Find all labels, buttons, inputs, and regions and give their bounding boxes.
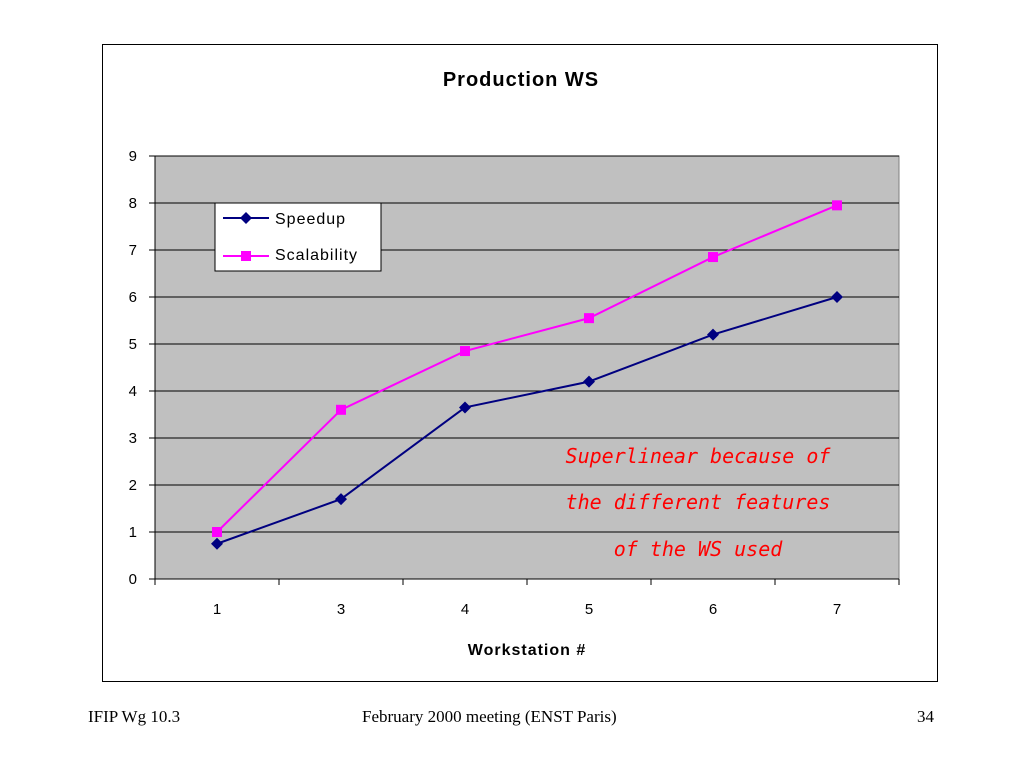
series-scalability-point-1: [212, 527, 222, 537]
series-scalability-point-4: [460, 346, 470, 357]
legend-scalability-label: Scalability: [275, 247, 358, 264]
legend-speedup-marker: [240, 212, 252, 224]
series-layer: [211, 200, 843, 550]
y-tick-label-3: 3: [129, 430, 137, 447]
series-scalability-point-3: [336, 404, 346, 415]
series-speedup-point-6: [707, 328, 719, 341]
x-tick-label-3: 3: [337, 601, 345, 618]
y-tick-label-2: 2: [129, 477, 137, 494]
footer-left: IFIP Wg 10.3: [88, 707, 181, 726]
annotation-line-1: Superlinear because of: [566, 444, 832, 468]
x-axis-title: Workstation #: [468, 642, 587, 659]
legend-speedup-label: Speedup: [275, 211, 346, 228]
gridlines: [155, 155, 899, 533]
y-tick-label-7: 7: [129, 242, 137, 259]
y-tick-label-1: 1: [129, 524, 137, 541]
x-tick-label-1: 1: [213, 601, 221, 618]
y-tick-labels: 0 1 2 3 4 5 6 7 8 9: [129, 148, 137, 588]
y-tick-label-6: 6: [129, 289, 137, 306]
series-speedup-point-5: [583, 375, 595, 388]
legend: Speedup Scalability: [214, 202, 382, 272]
x-tick-label-7: 7: [833, 601, 841, 618]
y-tick-label-5: 5: [129, 336, 137, 353]
legend-scalability-marker: [241, 251, 251, 261]
chart-title: Production WS: [443, 69, 599, 91]
series-scalability-point-7: [832, 200, 842, 211]
series-scalability-point-5: [584, 313, 594, 324]
series-speedup-line: [216, 296, 838, 545]
x-tick-label-6: 6: [709, 601, 717, 618]
chart-svg: Production WS 0 1 2 3 4 5 6 7 8 9 1 3 4 5 6 7 Workstat…: [129, 69, 900, 659]
y-tick-label-9: 9: [129, 148, 137, 165]
chart-frame: Production WS 0 1 2 3 4 5 6 7 8 9 1 3 4 5 6 7 Workstat…: [102, 44, 938, 682]
x-tick-labels: 1 3 4 5 6 7: [213, 601, 841, 618]
series-speedup-point-3: [335, 493, 347, 506]
y-tick-label-4: 4: [129, 383, 137, 400]
y-tick-label-8: 8: [129, 195, 137, 212]
y-tick-label-0: 0: [129, 571, 137, 588]
series-speedup-point-7: [831, 291, 843, 303]
annotation-line-3: of the WS used: [614, 537, 784, 561]
annotation-line-2: the different features: [566, 490, 831, 514]
series-scalability-point-6: [708, 252, 718, 263]
annotation: Superlinear because of the different fea…: [566, 444, 832, 561]
x-tick-label-4: 4: [461, 601, 469, 618]
axes: [149, 155, 900, 585]
series-speedup-point-4: [459, 401, 471, 414]
footer-center: February 2000 meeting (ENST Paris): [362, 707, 617, 726]
series-scalability-line: [216, 204, 838, 533]
footer-right: 34: [917, 707, 934, 726]
x-tick-label-5: 5: [585, 601, 593, 618]
series-speedup-point-1: [211, 537, 223, 550]
